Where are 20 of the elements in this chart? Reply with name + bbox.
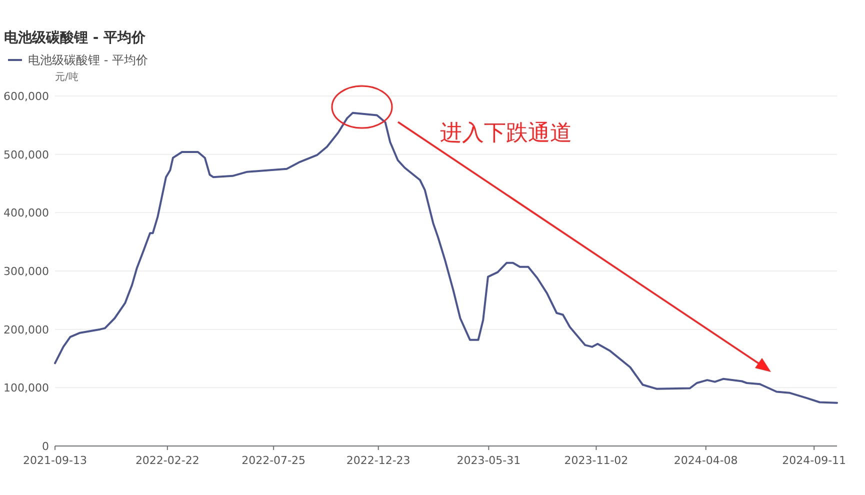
y-tick-label: 400,000: [4, 206, 49, 220]
y-tick-label: 300,000: [4, 265, 49, 278]
chart-title: 电池级碳酸锂 - 平均价: [4, 30, 147, 46]
y-tick-label: 200,000: [4, 323, 49, 336]
x-tick-label: 2022-12-23: [346, 454, 410, 467]
y-tick-label: 600,000: [4, 90, 49, 103]
x-tick-label: 2023-11-02: [564, 454, 628, 467]
x-tick-label: 2022-07-25: [242, 454, 306, 467]
annotation: 进入下跌通道: [440, 121, 572, 146]
x-tick-label: 2024-04-08: [674, 454, 738, 467]
y-tick-label: 100,000: [4, 382, 49, 395]
line-series: [54, 112, 838, 404]
x-tick-label: 2023-05-31: [456, 454, 521, 467]
y-axis-title: 元/吨: [55, 71, 78, 83]
x-tick-label: 2021-09-13: [23, 454, 87, 467]
y-tick-label: 500,000: [4, 148, 49, 162]
x-tick-label: 2022-02-22: [135, 454, 200, 467]
y-tick-label: 0: [42, 440, 49, 453]
x-tick-label: 2024-09-11: [782, 454, 846, 467]
legend-label: 电池级碳酸锂 - 平均价: [28, 53, 148, 67]
